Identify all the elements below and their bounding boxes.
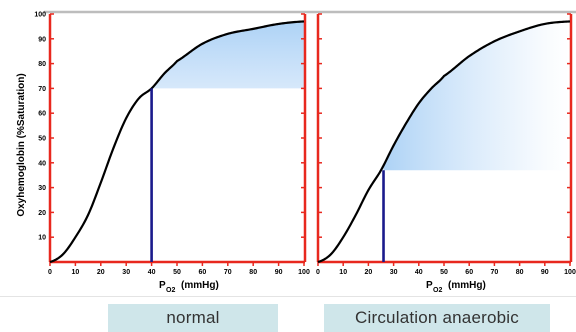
x-tick-label: 50	[440, 269, 448, 276]
x-tick-label: 30	[122, 269, 130, 276]
y-tick-label: 60	[38, 111, 46, 118]
y-tick-label: 50	[38, 136, 46, 143]
x-tick-label: 40	[148, 269, 156, 276]
y-tick-label: 90	[38, 36, 46, 43]
y-axis-title: Oxyhemoglobin (%Saturation)	[16, 73, 27, 216]
x-axis-title-unit: (mmHg)	[181, 280, 219, 291]
x-tick-label: 80	[249, 269, 257, 276]
x-tick-label: 10	[339, 269, 347, 276]
caption-anaerobic-text: Circulation anaerobic	[355, 308, 519, 327]
y-tick-label: 30	[38, 185, 46, 192]
oxygen-dissociation-charts: 0 10 20 30 40 50 60 70 80 90 100102030405060708090…	[16, 10, 576, 295]
x-tick-label: 60	[465, 269, 473, 276]
caption-normal: normal	[108, 304, 278, 332]
x-tick-label: 50	[173, 269, 181, 276]
x-tick-label: 70	[224, 269, 232, 276]
x-axis-title: P	[426, 280, 433, 291]
x-tick-label: 80	[516, 269, 524, 276]
x-tick-label: 100	[564, 269, 576, 276]
y-tick-label: 70	[38, 86, 46, 93]
y-tick-label: 80	[38, 61, 46, 68]
x-tick-label: 20	[365, 269, 373, 276]
x-axis-title: P	[159, 280, 166, 291]
caption-anaerobic: Circulation anaerobic	[324, 304, 550, 332]
x-tick-label: 100	[298, 269, 310, 276]
x-tick-label: 20	[97, 269, 105, 276]
x-tick-label: 0	[316, 269, 320, 276]
y-tick-label: 10	[38, 235, 46, 242]
dissociation-curve	[49, 20, 305, 264]
caption-normal-text: normal	[166, 308, 220, 327]
x-axis-title-unit: (mmHg)	[448, 280, 486, 291]
x-tick-label: 90	[541, 269, 549, 276]
x-tick-label: 10	[72, 269, 80, 276]
shaded-region	[151, 21, 304, 89]
dissociation-curve	[317, 20, 571, 264]
divider-line	[0, 296, 576, 297]
chart-panel-anaerobic: 0 10 20 30 40 50 60 70 80 90 100 P O2 (mmHg)	[316, 13, 576, 294]
x-axis-title-subscript: O2	[166, 287, 175, 294]
chart-panel-normal: 0 10 20 30 40 50 60 70 80 90 100 10 20 30 40 50 60 70 80 90…	[34, 12, 310, 295]
x-tick-label: 30	[390, 269, 398, 276]
x-tick-label: 60	[199, 269, 207, 276]
y-tick-label: 20	[38, 210, 46, 217]
y-tick-label: 40	[38, 160, 46, 167]
shaded-region	[383, 21, 570, 171]
y-tick-label: 100	[34, 12, 46, 19]
x-tick-label: 70	[491, 269, 499, 276]
x-tick-label: 90	[275, 269, 283, 276]
x-tick-label: 40	[415, 269, 423, 276]
x-axis-title-subscript: O2	[433, 287, 442, 294]
x-tick-label: 0	[48, 269, 52, 276]
